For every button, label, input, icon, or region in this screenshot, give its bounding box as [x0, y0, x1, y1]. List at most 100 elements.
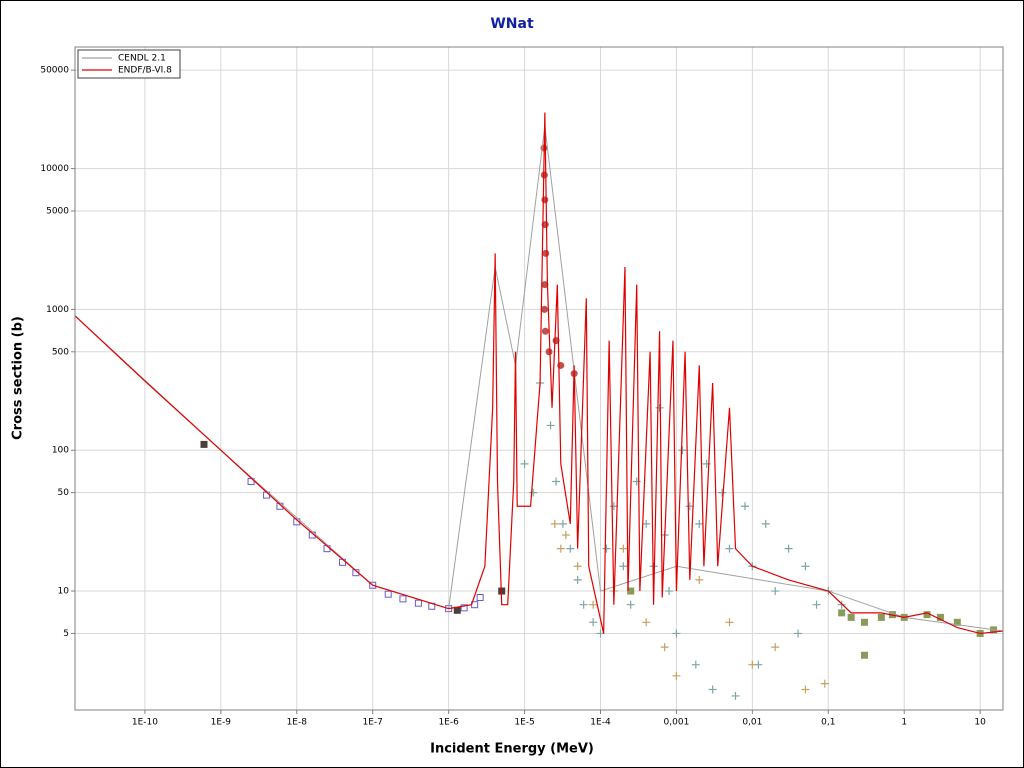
data-point	[540, 305, 548, 313]
x-tick-label: 0,1	[821, 718, 835, 728]
data-point	[655, 403, 664, 412]
grid: 1E-10 1E-9 1E-8 1E-7 1E-6 1E-5 1E-4 0,001 0,01 0,…	[40, 47, 1003, 728]
data-point	[837, 600, 846, 609]
x-tick-label: 0,01	[742, 718, 762, 728]
y-tick-label: 10	[58, 587, 70, 597]
x-tick-label: 1E-7	[363, 718, 383, 728]
data-point	[550, 519, 559, 528]
y-tick-label: 1000	[46, 305, 69, 315]
data-point	[384, 590, 392, 598]
data-point	[725, 618, 734, 627]
data-point	[718, 488, 727, 497]
data-point	[691, 660, 700, 669]
legend-label: ENDF/B-VI.8	[118, 66, 172, 76]
data-point	[541, 327, 549, 335]
data-point	[923, 611, 931, 619]
data-point	[695, 519, 704, 528]
x-tick-label: 10	[974, 718, 986, 728]
data-point	[771, 587, 780, 596]
data-point	[877, 613, 885, 621]
legend-box	[77, 49, 181, 79]
data-point	[748, 660, 757, 669]
chart-title: WNat	[490, 16, 534, 32]
y-tick-label: 100	[52, 446, 69, 456]
data-point	[731, 691, 740, 700]
data-point	[820, 679, 829, 688]
x-tick-label: 0,001	[664, 718, 690, 728]
data-point	[476, 593, 484, 601]
data-point	[627, 587, 635, 595]
y-tick-label: 500	[52, 347, 69, 357]
data-point	[678, 446, 687, 455]
data-point	[626, 600, 635, 609]
data-point	[801, 685, 810, 694]
series-line	[75, 112, 1003, 635]
data-point	[579, 600, 588, 609]
data-point	[541, 281, 549, 289]
data-point	[546, 421, 555, 430]
data-point	[552, 477, 561, 486]
data-point	[369, 581, 377, 589]
data-point	[953, 618, 961, 626]
plot	[75, 112, 1003, 700]
data-point	[589, 618, 598, 627]
data-point	[460, 604, 468, 612]
data-point	[632, 477, 641, 486]
legend-label: CENDL 2.1	[118, 54, 166, 64]
data-point	[838, 609, 846, 617]
data-point	[794, 629, 803, 638]
data-point	[529, 488, 538, 497]
plot-border	[74, 46, 1004, 711]
y-tick-label: 10000	[40, 164, 69, 174]
data-point	[740, 502, 749, 511]
x-tick-label: 1	[901, 718, 907, 728]
x-tick-label: 1E-10	[132, 718, 158, 728]
data-point	[861, 651, 869, 659]
data-point	[642, 618, 651, 627]
data-point	[936, 613, 944, 621]
data-point	[847, 613, 855, 621]
x-tick-label: 1E-6	[438, 718, 459, 728]
data-point	[602, 544, 611, 553]
y-tick-label: 5000	[46, 206, 69, 216]
data-point	[672, 671, 681, 680]
data-point	[520, 459, 529, 468]
data-point	[541, 196, 549, 204]
x-tick-label: 1E-5	[514, 718, 534, 728]
x-tick-label: 1E-4	[590, 718, 611, 728]
legend: CENDL 2.1 ENDF/B-VI.8	[77, 49, 181, 79]
data-point	[771, 643, 780, 652]
y-tick-label: 50000	[40, 66, 69, 76]
data-point	[812, 600, 821, 609]
data-point	[589, 600, 598, 609]
data-point	[665, 587, 674, 596]
data-point	[542, 249, 550, 257]
data-point	[708, 685, 717, 694]
data-point	[399, 595, 407, 603]
data-point	[573, 562, 582, 571]
data-point	[725, 544, 734, 553]
data-point	[861, 618, 869, 626]
data-point	[556, 544, 565, 553]
data-point	[453, 606, 461, 614]
y-tick-label: 5	[63, 629, 69, 639]
data-point	[200, 440, 208, 448]
data-point	[545, 348, 553, 356]
data-point	[695, 575, 704, 584]
data-point	[558, 519, 567, 528]
data-point	[566, 544, 575, 553]
data-point	[561, 531, 570, 540]
x-tick-label: 1E-9	[211, 718, 232, 728]
data-point	[573, 575, 582, 584]
data-point	[414, 599, 422, 607]
data-point	[619, 562, 628, 571]
y-axis-label: Cross section (b)	[11, 316, 26, 440]
data-point	[642, 519, 651, 528]
data-point	[801, 562, 810, 571]
data-point	[672, 629, 681, 638]
data-point	[784, 544, 793, 553]
x-tick-label: 1E-8	[287, 718, 308, 728]
